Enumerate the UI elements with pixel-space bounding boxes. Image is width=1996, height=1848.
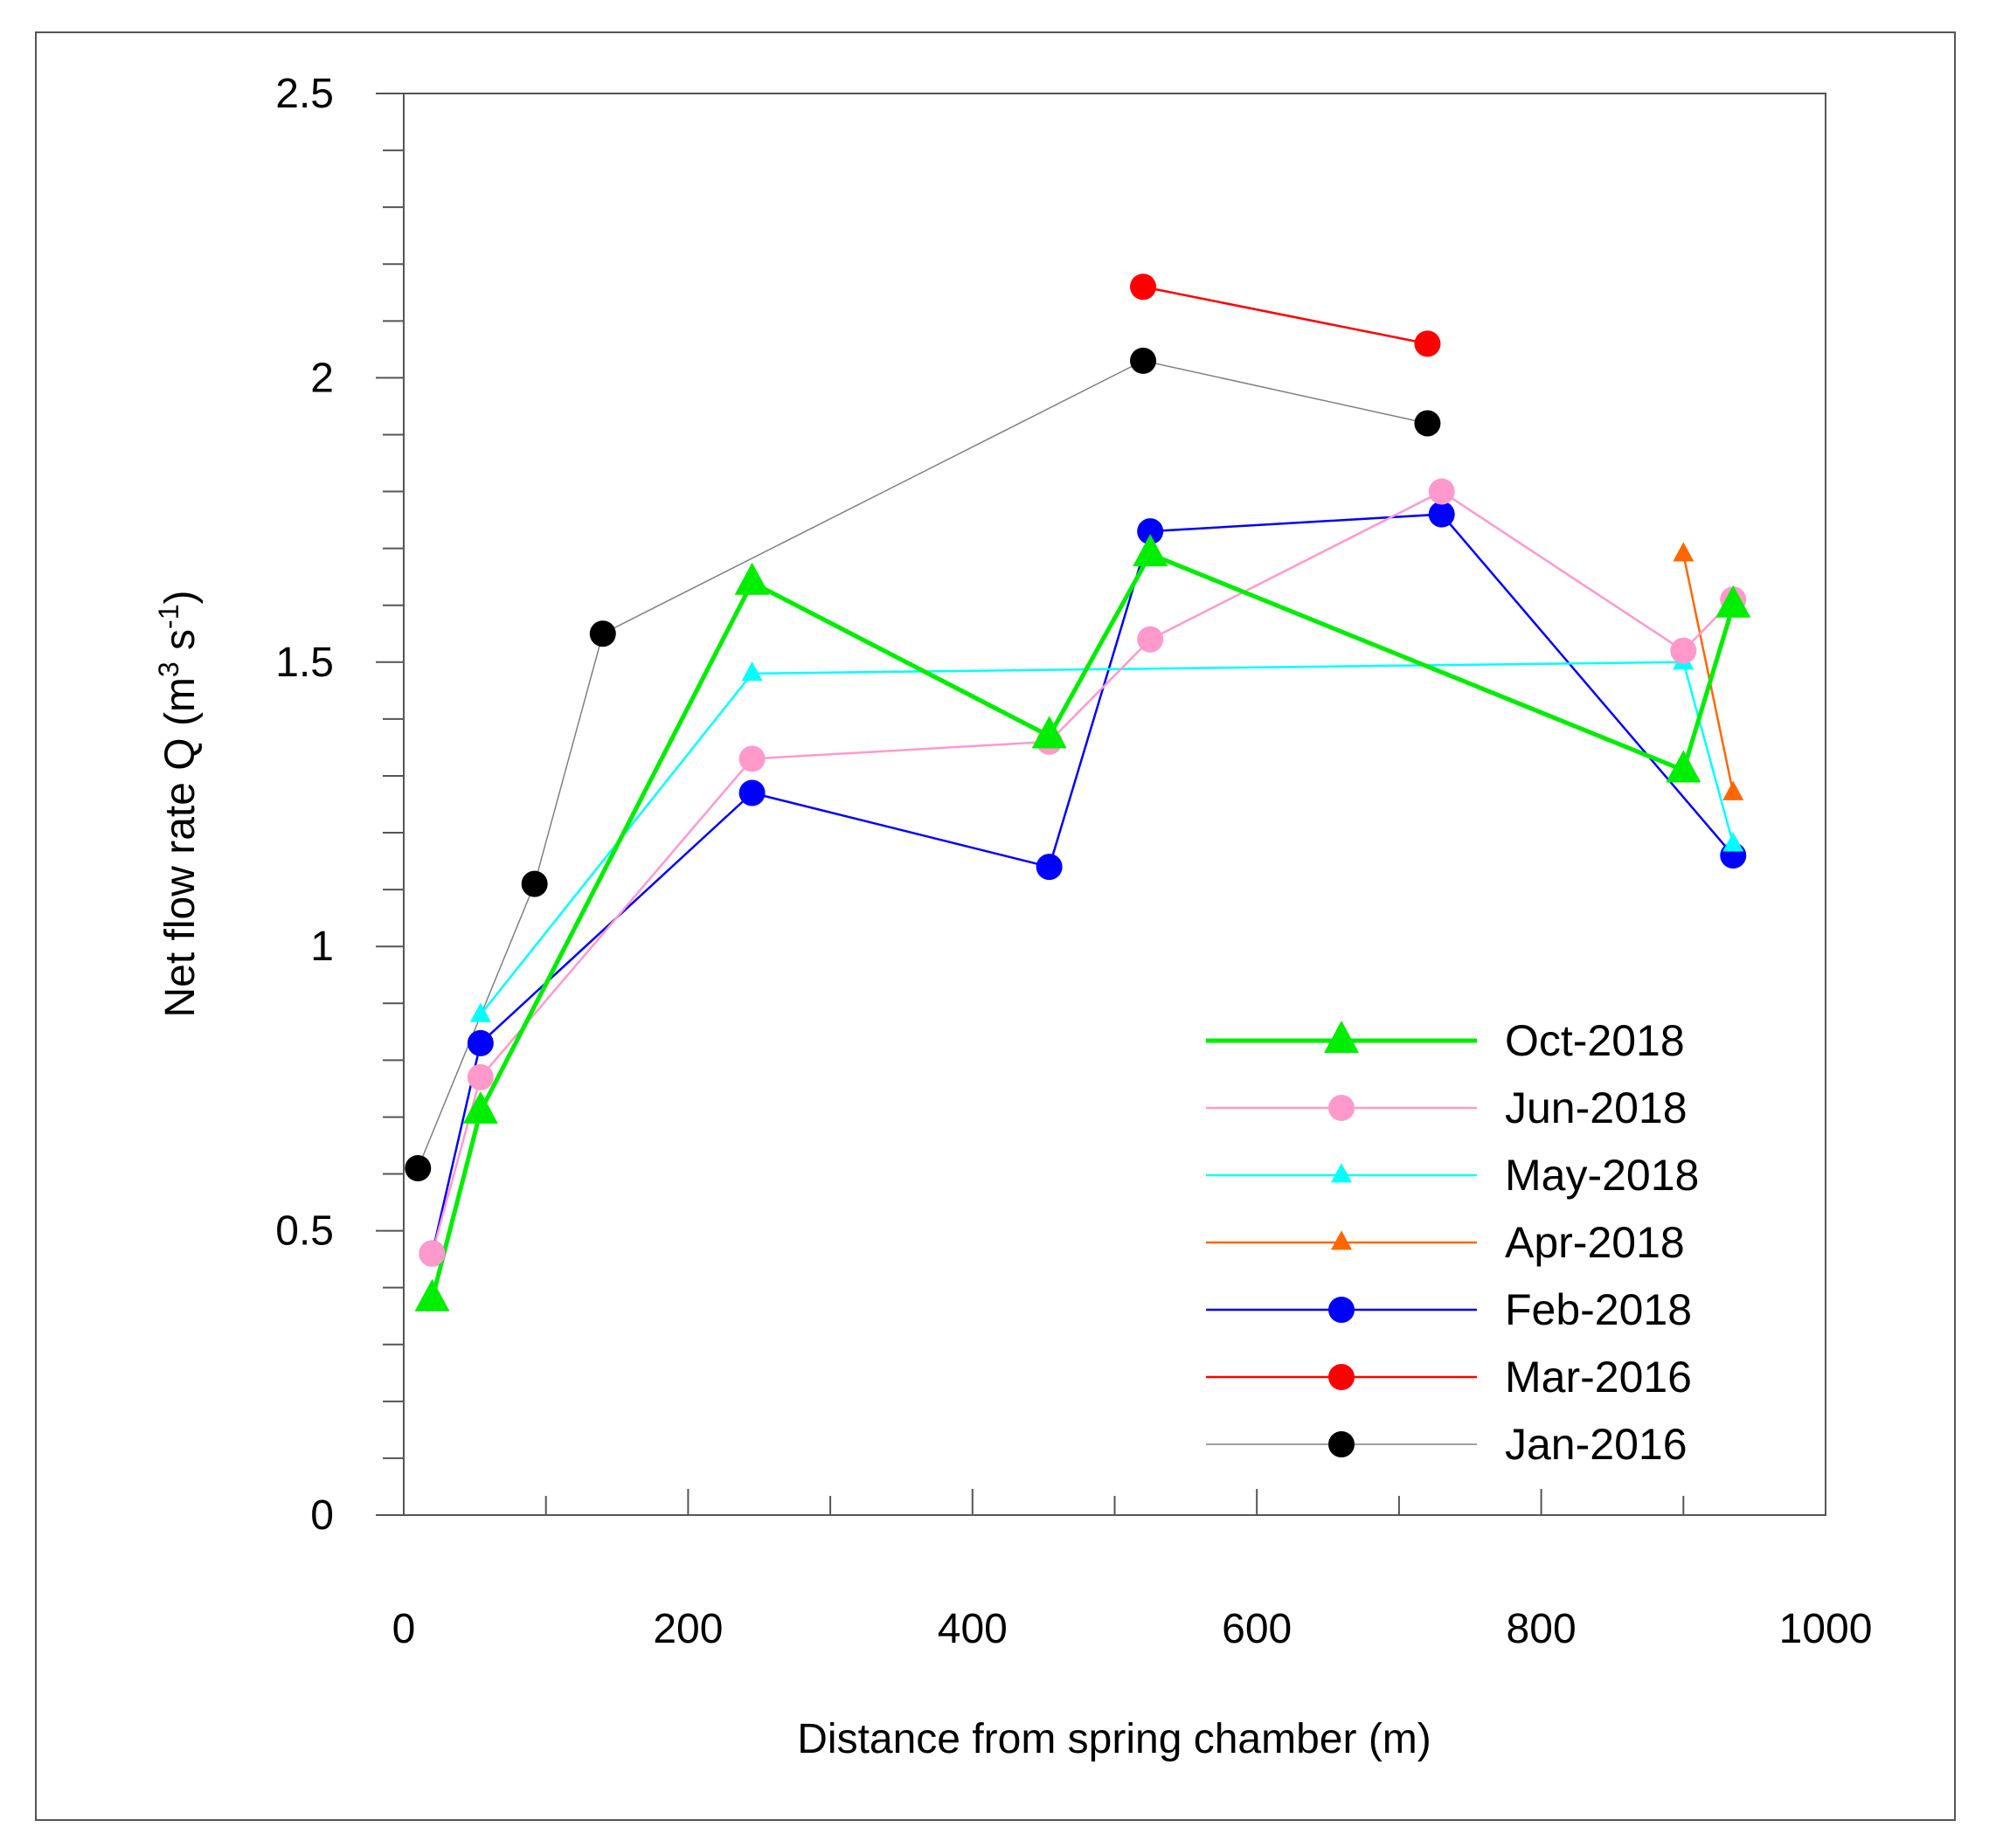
legend: Oct-2018 Jun-2018 May-2018 Apr-2018 Feb-2018… [1206, 1016, 1699, 1469]
data-point-jan-2016 [1130, 347, 1157, 374]
y-tick-label: 2.5 [275, 71, 334, 117]
legend-label-mar-2016: Mar-2016 [1505, 1353, 1692, 1402]
x-tick-label: 800 [1507, 1606, 1577, 1652]
data-point-oct-2018 [1666, 750, 1701, 783]
data-point-feb-2018 [1137, 518, 1164, 545]
legend-label-jun-2018: Jun-2018 [1505, 1083, 1688, 1132]
legend-label-may-2018: May-2018 [1505, 1151, 1699, 1200]
data-point-jan-2016 [1414, 410, 1441, 437]
y-tick-label: 2 [310, 355, 334, 401]
y-tick-label: 0.5 [275, 1208, 334, 1255]
data-point-apr-2018 [1673, 542, 1695, 562]
x-tick-label: 600 [1222, 1606, 1292, 1652]
data-point-jun-2018 [419, 1240, 446, 1267]
legend-marker-jun-2018 [1328, 1095, 1355, 1121]
data-point-apr-2018 [1722, 780, 1744, 800]
data-point-feb-2018 [467, 1029, 494, 1056]
legend-marker-jan-2016 [1328, 1431, 1355, 1457]
data-point-jan-2016 [589, 620, 616, 647]
series-line-apr-2018 [1682, 553, 1735, 793]
legend-marker-feb-2018 [1328, 1297, 1355, 1323]
data-point-jun-2018 [1670, 637, 1697, 664]
legend-marker-mar-2016 [1328, 1364, 1355, 1390]
legend-label-oct-2018: Oct-2018 [1505, 1016, 1685, 1065]
x-tick-label: 1000 [1779, 1606, 1873, 1652]
data-point-oct-2018 [1031, 716, 1067, 749]
y-tick-label: 0 [310, 1492, 334, 1539]
x-tick-label: 200 [653, 1606, 723, 1652]
data-point-feb-2018 [738, 779, 766, 806]
legend-label-jan-2016: Jan-2016 [1505, 1420, 1688, 1469]
data-point-mar-2016 [1130, 273, 1157, 301]
data-point-jun-2018 [1137, 626, 1164, 653]
data-point-feb-2018 [1428, 501, 1455, 528]
data-point-mar-2016 [1414, 330, 1441, 357]
data-point-may-2018 [741, 661, 763, 682]
data-point-oct-2018 [462, 1090, 498, 1124]
legend-marker-may-2018 [1331, 1163, 1352, 1183]
data-point-may-2018 [469, 1002, 491, 1022]
legend-label-apr-2018: Apr-2018 [1505, 1218, 1685, 1267]
legend-label-feb-2018: Feb-2018 [1505, 1285, 1692, 1334]
data-point-oct-2018 [1133, 534, 1168, 567]
y-tick-label: 1.5 [275, 640, 334, 686]
x-tick-label: 400 [938, 1606, 1008, 1652]
data-point-jun-2018 [1428, 478, 1455, 505]
x-tick-label: 0 [392, 1606, 416, 1652]
figure-frame [35, 31, 1956, 1821]
data-point-feb-2018 [1036, 854, 1063, 881]
data-point-jan-2016 [405, 1155, 432, 1182]
legend-marker-apr-2018 [1331, 1230, 1352, 1250]
y-tick-label: 1 [310, 924, 334, 970]
series-line-mar-2016 [1142, 286, 1428, 345]
data-point-jan-2016 [521, 870, 548, 897]
legend-marker-oct-2018 [1324, 1021, 1359, 1053]
y-axis-title: Net flow rate Q (m3 s-1) [153, 591, 204, 1018]
data-point-jun-2018 [738, 745, 766, 772]
plot-area [403, 93, 1826, 1516]
data-point-jun-2018 [467, 1063, 494, 1090]
data-point-oct-2018 [1715, 585, 1751, 618]
data-point-oct-2018 [414, 1278, 450, 1312]
data-point-oct-2018 [734, 562, 770, 595]
x-axis-title: Distance from spring chamber (m) [797, 1716, 1431, 1762]
data-point-may-2018 [1722, 832, 1744, 852]
